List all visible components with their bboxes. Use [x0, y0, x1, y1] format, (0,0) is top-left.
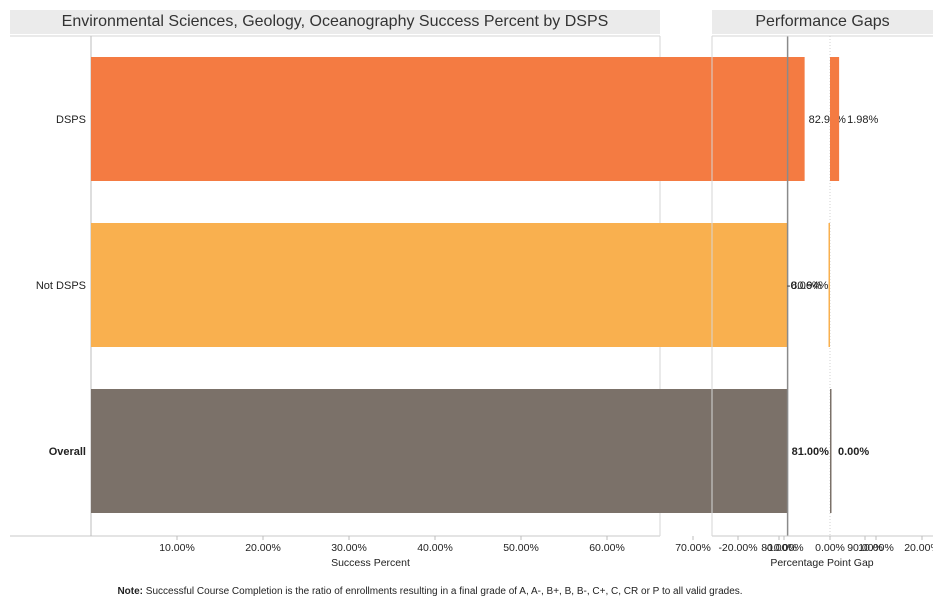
gap-bar-dsps	[830, 57, 840, 181]
left-chart-title: Environmental Sciences, Geology, Oceanog…	[10, 10, 660, 34]
x-tick-label: 40.00%	[417, 542, 453, 554]
x-tick-label: 20.00%	[245, 542, 281, 554]
x-tick-label: 10.00%	[159, 542, 195, 554]
bar-dsps	[91, 57, 805, 181]
x-tick-label: 80.00%	[761, 542, 797, 554]
gap-value-label: 0.00%	[838, 446, 869, 458]
gap-x-tick-label: -10.00%	[764, 542, 803, 554]
value-label: 82.98%	[809, 114, 847, 126]
x-tick-label: 60.00%	[589, 542, 625, 554]
category-label: Overall	[49, 446, 86, 458]
gap-x-axis-title: Percentage Point Gap	[770, 557, 873, 569]
category-label: DSPS	[56, 114, 86, 126]
x-tick-label: 30.00%	[331, 542, 367, 554]
footnote: Note: Successful Course Completion is th…	[117, 586, 743, 597]
gap-x-tick-label: 0.00%	[815, 542, 845, 554]
bar-not-dsps	[91, 223, 788, 347]
gap-x-tick-label: 10.00%	[858, 542, 894, 554]
x-tick-label: 70.00%	[675, 542, 711, 554]
right-chart-title: Performance Gaps	[712, 10, 933, 34]
bar-overall	[91, 389, 788, 513]
category-label: Not DSPS	[36, 280, 86, 292]
value-label: 81.00%	[792, 446, 830, 458]
gap-value-label: -0.06%	[787, 280, 822, 292]
x-tick-label: 50.00%	[503, 542, 539, 554]
x-axis-title: Success Percent	[331, 557, 410, 569]
gap-value-label: 1.98%	[847, 114, 878, 126]
x-tick-label: 90.00%	[847, 542, 883, 554]
value-label: 80.94%	[791, 280, 829, 292]
gap-x-tick-label: 20.00%	[904, 542, 933, 554]
gap-bar-not-dsps	[828, 223, 830, 347]
gap-x-tick-label: -20.00%	[718, 542, 757, 554]
gap-bar-overall	[830, 389, 832, 513]
